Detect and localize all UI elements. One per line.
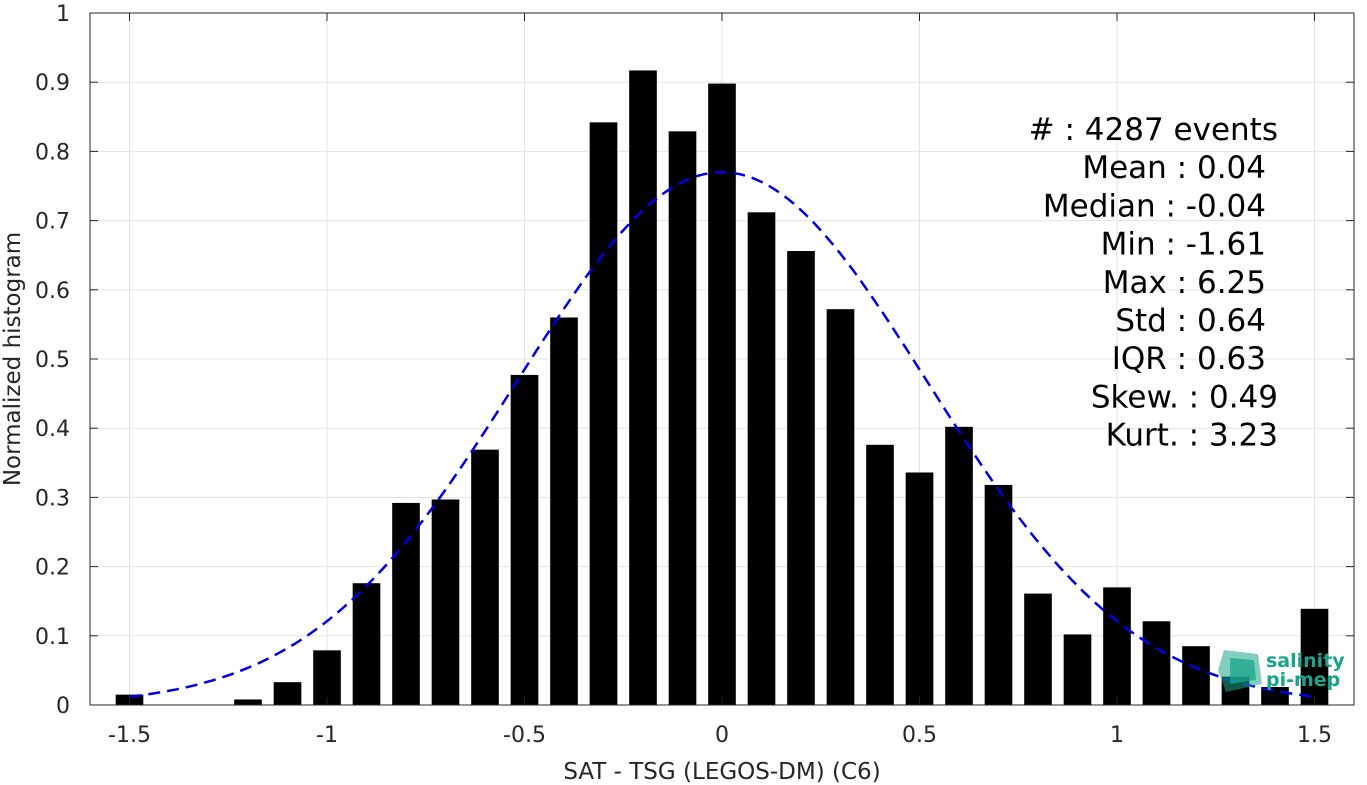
histogram-bar <box>1142 621 1171 705</box>
bars <box>115 70 1329 706</box>
histogram-bar <box>905 472 934 705</box>
logo-line2: pi-mep <box>1266 669 1340 691</box>
axes <box>89 12 1355 706</box>
y-tick-label: 0.7 <box>35 210 70 235</box>
y-tick-label: 0.6 <box>35 279 70 304</box>
histogram-bar <box>1182 646 1210 705</box>
x-tick-label: 1.5 <box>1297 723 1332 748</box>
x-tick-label: -0.5 <box>503 723 546 748</box>
histogram-bar <box>984 484 1013 705</box>
histogram-bar <box>826 309 855 705</box>
histogram-bar <box>471 449 499 705</box>
histogram-bar <box>945 426 973 705</box>
x-tick-label: -1 <box>316 723 338 748</box>
y-tick-label: 0.8 <box>35 140 70 165</box>
histogram-bar <box>431 499 460 705</box>
histogram-bar <box>866 444 894 705</box>
y-axis-label: Normalized histogram <box>0 232 26 486</box>
stat-line: Skew. : 0.49 <box>1091 379 1278 415</box>
histogram-bar <box>629 70 657 706</box>
salinity-pi-mep-logo: salinity pi-mep <box>1218 650 1345 692</box>
fit-curve <box>129 170 1315 698</box>
y-tick-label: 1 <box>56 2 70 27</box>
logo-line1: salinity <box>1266 650 1345 672</box>
histogram-bar <box>1103 587 1131 705</box>
stat-line: Median : -0.04 <box>1043 188 1266 224</box>
histogram-bar <box>352 583 381 705</box>
x-tick-label: 0 <box>715 723 729 748</box>
stat-line: # : 4287 events <box>1029 112 1278 148</box>
histogram-bar <box>589 122 618 705</box>
y-tick-label: 0.1 <box>35 625 70 650</box>
x-tick-label: 1 <box>1110 723 1124 748</box>
x-tick-label: -1.5 <box>108 723 151 748</box>
fit-curve-layer <box>129 170 1315 698</box>
histogram-bar <box>392 502 420 705</box>
stat-line: Min : -1.61 <box>1101 227 1266 263</box>
histogram-bar <box>273 682 302 705</box>
y-tick-label: 0.2 <box>35 556 70 581</box>
stat-line: Kurt. : 3.23 <box>1106 418 1278 454</box>
stat-line: Mean : 0.04 <box>1082 150 1266 186</box>
histogram-bar <box>550 317 578 705</box>
stat-line: Std : 0.64 <box>1115 303 1266 339</box>
x-axis-label: SAT - TSG (LEGOS-DM) (C6) <box>563 759 880 785</box>
histogram-bar <box>1024 593 1052 705</box>
tick-labels: -1.5 -1 -0.5 0 0.5 1 1.5 0 0.1 0.2 0.3 0.4 0.5 0.6 0.7… <box>35 2 1332 748</box>
y-tick-label: 0 <box>56 694 70 719</box>
y-tick-label: 0.3 <box>35 486 70 511</box>
y-tick-label: 0.5 <box>35 348 70 373</box>
histogram-bar <box>1063 634 1092 705</box>
x-tick-label: 0.5 <box>902 723 937 748</box>
stat-line: Max : 6.25 <box>1103 265 1266 301</box>
y-tick-label: 0.4 <box>35 417 70 442</box>
stat-line: IQR : 0.63 <box>1112 341 1266 377</box>
y-tick-label: 0.9 <box>35 71 70 96</box>
histogram-bar <box>234 699 262 705</box>
histogram-bar <box>747 212 776 705</box>
histogram-bar <box>313 650 341 705</box>
histogram-bar <box>1300 608 1329 705</box>
histogram-bar <box>787 251 815 705</box>
histogram-bar <box>510 374 539 705</box>
histogram-bar <box>708 83 736 706</box>
histogram-bar <box>668 131 697 705</box>
